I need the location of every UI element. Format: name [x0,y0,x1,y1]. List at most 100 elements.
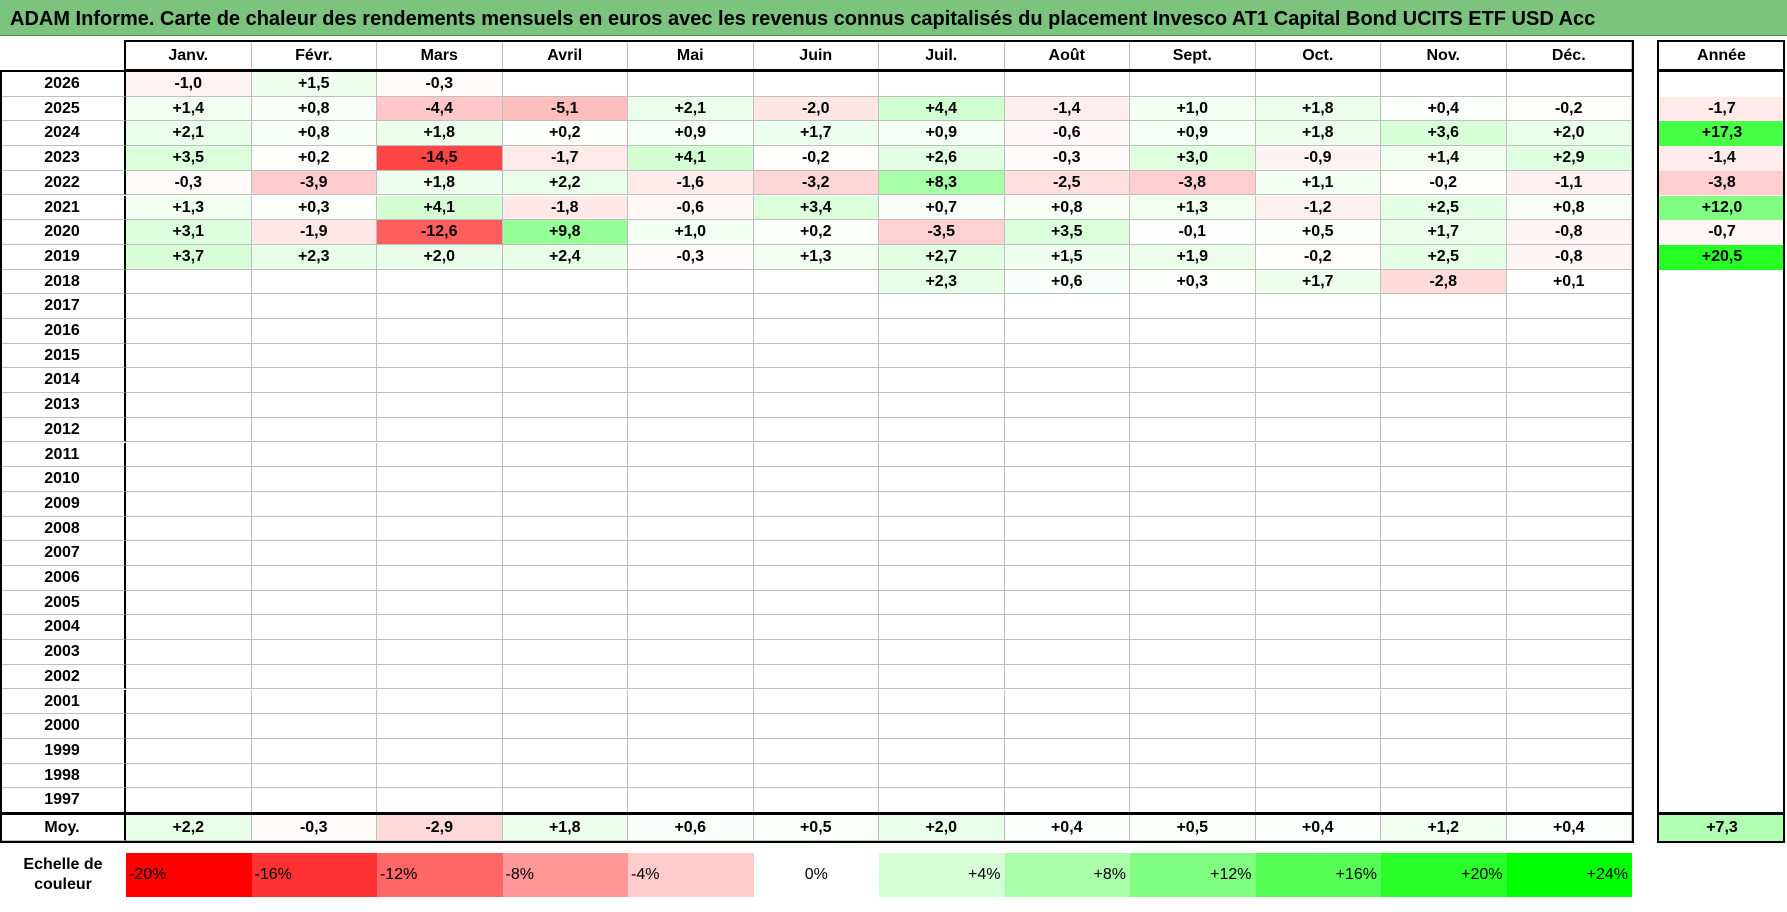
annual-cell: -1,4 [1659,146,1785,171]
heatmap-cell [1506,566,1632,591]
heatmap-cell: -1,8 [502,195,628,221]
heatmap-cell [753,393,879,418]
annual-cell [1659,442,1785,468]
heatmap-cell: +1,4 [1381,146,1507,171]
heatmap-cell [753,664,879,690]
scale-step: +24% [1506,853,1632,897]
heatmap-cell [1506,714,1632,739]
heatmap-cell [1004,541,1130,566]
heatmap-cell: -12,6 [377,220,503,245]
heatmap-cell [1255,615,1381,641]
heatmap-cell [251,763,377,789]
heatmap-cell [879,516,1005,542]
heatmap-cell [753,714,879,739]
heatmap-cell [628,294,754,319]
heatmap-cell [502,615,628,641]
heatmap-cell [879,566,1005,591]
heatmap-cell [628,590,754,616]
heatmap-cell: +2,1 [126,121,252,147]
year-label: 2018 [0,269,126,295]
heatmap-cell [1130,615,1256,641]
heatmap-cell: +1,1 [1255,170,1381,196]
heatmap-cell [879,368,1005,394]
heatmap-cell: +2,7 [879,244,1005,270]
heatmap-cell [126,269,252,295]
heatmap-cell [1130,417,1256,443]
heatmap-cell [1381,615,1507,641]
annual-cell: +17,3 [1659,121,1785,147]
heatmap-cell [502,72,628,97]
heatmap-cell: -3,8 [1130,170,1256,196]
heatmap-cell [502,566,628,591]
heatmap-cell [753,467,879,492]
heatmap-cell: -2,5 [1004,170,1130,196]
heatmap-cell [1255,72,1381,97]
heatmap-cell: -1,0 [126,72,252,97]
heatmap-cell [1506,319,1632,344]
annual-cell: -1,7 [1659,96,1785,122]
scale-label: Echelle de couleur [0,853,126,897]
heatmap-cell: -1,1 [1506,170,1632,196]
heatmap-cell: -1,9 [251,220,377,245]
heatmap-cell: +1,3 [1130,195,1256,221]
heatmap-cell [1381,442,1507,468]
heatmap-cell [1130,516,1256,542]
heatmap-cell [753,368,879,394]
average-cell: +2,0 [879,814,1005,841]
column-header: Sept. [1130,42,1256,70]
heatmap-cell [1004,763,1130,789]
heatmap-cell [1506,343,1632,369]
heatmap-cell [1004,343,1130,369]
heatmap-cell: -0,3 [377,72,503,97]
heatmap-cell [628,788,754,813]
heatmap-cell: +1,0 [628,220,754,245]
heatmap-cell [126,615,252,641]
heatmap-cell [879,640,1005,665]
heatmap-cell [1255,566,1381,591]
heatmap-cell [1004,689,1130,715]
heatmap-cell [1381,788,1507,813]
annual-cell [1659,319,1785,344]
heatmap-cell [502,467,628,492]
heatmap-cell [1130,714,1256,739]
heatmap-cell [126,664,252,690]
year-label: 2026 [0,72,126,97]
heatmap-cell [1255,368,1381,394]
heatmap-cell [879,343,1005,369]
heatmap-cell [1255,393,1381,418]
heatmap-cell [879,763,1005,789]
year-label: 2023 [0,146,126,171]
heatmap-cell [126,738,252,764]
heatmap-cell: +0,3 [1130,269,1256,295]
heatmap-cell [753,442,879,468]
heatmap-cell: +2,2 [502,170,628,196]
heatmap-cell [628,640,754,665]
heatmap-cell: +2,5 [1381,195,1507,221]
heatmap-cell: +2,6 [879,146,1005,171]
heatmap-cell: +2,5 [1381,244,1507,270]
heatmap-cell [502,763,628,789]
annual-cell [1659,516,1785,542]
heatmap-cell: +1,7 [1255,269,1381,295]
heatmap-cell [879,393,1005,418]
heatmap-cell [377,368,503,394]
heatmap-cell: +0,9 [879,121,1005,147]
heatmap-cell [628,343,754,369]
scale-label-line2: couleur [34,876,92,893]
heatmap-cell: +2,3 [879,269,1005,295]
heatmap-cell: +0,2 [753,220,879,245]
page-title: ADAM Informe. Carte de chaleur des rende… [10,8,1596,30]
column-header: Mars [377,42,503,70]
year-label: 1998 [0,763,126,789]
heatmap-cell [377,467,503,492]
title-bar: ADAM Informe. Carte de chaleur des rende… [0,0,1787,36]
annual-cell [1659,714,1785,739]
year-label: 2022 [0,170,126,196]
year-label: 2006 [0,566,126,591]
scale-step: -8% [502,853,628,897]
heatmap-cell [1004,640,1130,665]
heatmap-cell [628,615,754,641]
year-label: 2008 [0,516,126,542]
column-header: Déc. [1506,42,1632,70]
